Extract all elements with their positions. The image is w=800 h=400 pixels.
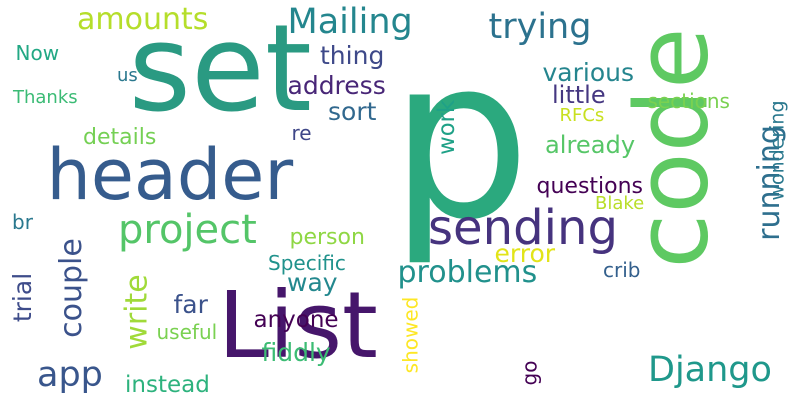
word: instead (125, 372, 210, 398)
word: Mailing (287, 2, 413, 42)
word: sort (328, 97, 377, 126)
word: couple (53, 238, 89, 338)
word: trying (488, 7, 592, 47)
word: address (287, 71, 386, 100)
word: problems (397, 255, 538, 290)
word: showed (397, 296, 422, 374)
word: p (389, 11, 531, 269)
word: details (83, 125, 157, 150)
word: List (218, 271, 378, 379)
word: Specific (268, 251, 346, 275)
word: Blake (595, 193, 645, 214)
word: br (12, 210, 33, 234)
word: already (545, 130, 636, 159)
word: code (613, 26, 731, 269)
word: set (128, 0, 312, 139)
word: crib (603, 258, 641, 282)
word: amounts (77, 2, 209, 37)
word: us (117, 65, 138, 86)
word: app (37, 355, 103, 395)
word: go (516, 360, 541, 385)
word: Django (648, 350, 772, 390)
word: work (434, 99, 461, 155)
word: RFCs (559, 105, 605, 126)
word: header (46, 134, 294, 216)
word: little (552, 81, 606, 109)
word: write (119, 274, 155, 350)
word: questions (536, 174, 644, 199)
word: sending (428, 199, 619, 256)
word: Now (15, 41, 60, 65)
word: sections (647, 89, 730, 113)
word: way (287, 268, 338, 297)
word: wondering (766, 100, 788, 200)
word: Thanks (13, 87, 78, 108)
word: error (494, 239, 556, 268)
word: person (289, 225, 365, 250)
word: thing (320, 41, 385, 70)
word: useful (156, 320, 218, 344)
word: various (542, 58, 635, 87)
word: fiddly (261, 338, 331, 367)
word: trial (8, 272, 38, 323)
word: re (291, 121, 312, 145)
word: far (173, 290, 208, 319)
word: project (118, 207, 257, 253)
word: anyone (253, 307, 339, 333)
